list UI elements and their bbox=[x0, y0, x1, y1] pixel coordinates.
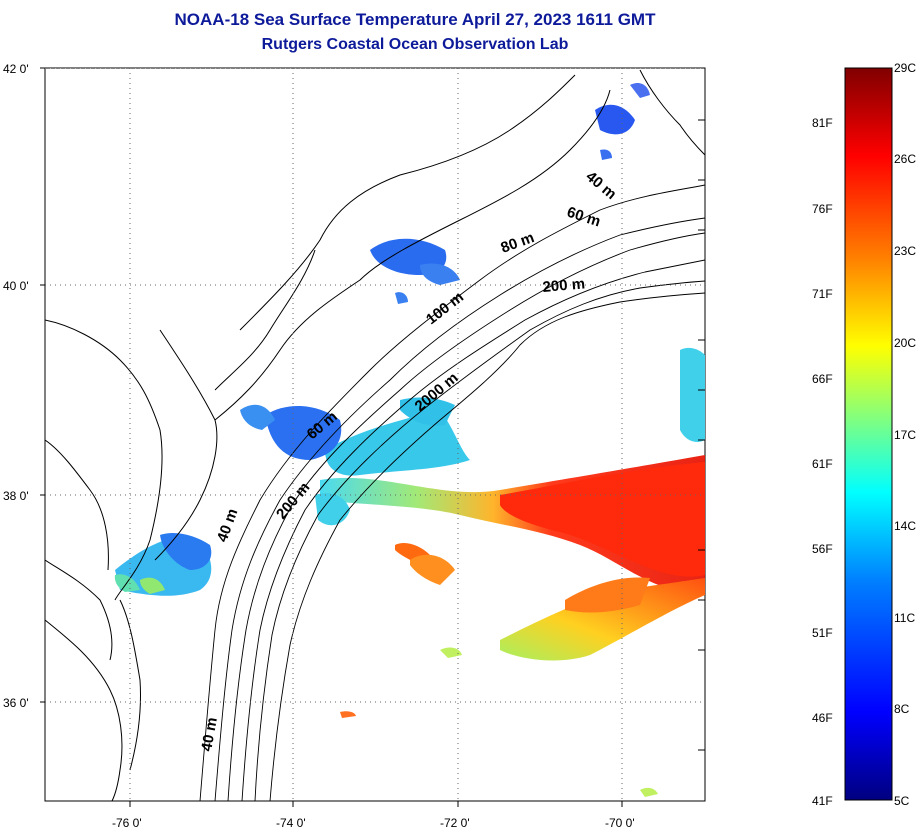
lon-label: -76 0' bbox=[112, 816, 142, 830]
lat-label: 36 0' bbox=[3, 696, 29, 710]
lat-label: 40 0' bbox=[3, 279, 29, 293]
colorbar-c-label: 20C bbox=[894, 336, 916, 350]
colorbar-f-label: 61F bbox=[812, 457, 833, 471]
map-subtitle: Rutgers Coastal Ocean Observation Lab bbox=[261, 36, 569, 53]
lat-label: 42 0' bbox=[3, 62, 29, 76]
colorbar-c-label: 17C bbox=[894, 428, 916, 442]
sst-patches bbox=[114, 83, 705, 797]
contour-label: 40 m bbox=[198, 716, 221, 753]
depth-contours bbox=[199, 184, 705, 801]
colorbar bbox=[844, 67, 893, 801]
colorbar-c-label: 11C bbox=[894, 611, 915, 625]
coastline bbox=[45, 69, 705, 801]
graticule bbox=[45, 68, 705, 801]
colorbar-f-labels: 81F 76F 71F 66F 61F 56F 51F 46F 41F bbox=[812, 116, 833, 808]
lat-label: 38 0' bbox=[3, 489, 29, 503]
colorbar-c-label: 5C bbox=[894, 794, 910, 808]
axis-ticks bbox=[40, 67, 705, 807]
colorbar-c-label: 23C bbox=[894, 244, 916, 258]
lon-label: -74 0' bbox=[276, 816, 306, 830]
colorbar-f-label: 76F bbox=[812, 202, 833, 216]
colorbar-f-label: 56F bbox=[812, 542, 833, 556]
colorbar-c-labels: 29C 26C 23C 20C 17C 14C 11C 8C 5C bbox=[894, 61, 916, 808]
colorbar-f-label: 71F bbox=[812, 287, 833, 301]
colorbar-f-label: 46F bbox=[812, 711, 833, 725]
colorbar-c-label: 26C bbox=[894, 152, 916, 166]
colorbar-c-label: 29C bbox=[894, 61, 916, 75]
colorbar-c-label: 14C bbox=[894, 519, 916, 533]
colorbar-f-label: 66F bbox=[812, 372, 833, 386]
lon-label: -72 0' bbox=[440, 816, 470, 830]
contour-label: 200 m bbox=[542, 275, 586, 296]
colorbar-f-label: 51F bbox=[812, 626, 833, 640]
colorbar-c-label: 8C bbox=[894, 702, 910, 716]
colorbar-f-label: 81F bbox=[812, 116, 833, 130]
lon-label: -70 0' bbox=[605, 816, 635, 830]
map-title: NOAA-18 Sea Surface Temperature April 27… bbox=[174, 10, 656, 29]
colorbar-f-label: 41F bbox=[812, 794, 833, 808]
